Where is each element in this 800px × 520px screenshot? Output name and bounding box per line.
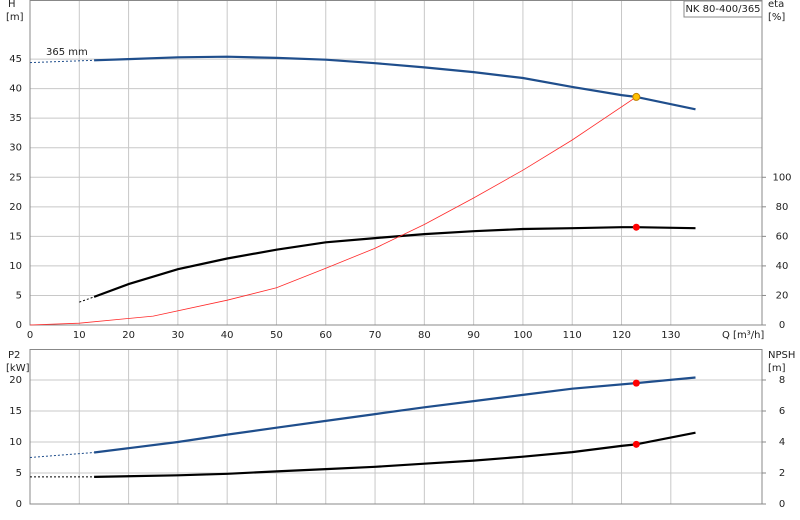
- plot-frame: [29, 0, 763, 326]
- curve: [93, 376, 696, 454]
- y-tick-label: 35: [9, 113, 22, 124]
- y2-tick-label: 60: [776, 231, 789, 242]
- curve: [29, 452, 95, 458]
- curve: [93, 226, 696, 298]
- x-tick-label: 130: [661, 330, 680, 341]
- y-tick-label: 25: [9, 172, 22, 183]
- x-tick-label: 70: [369, 330, 382, 341]
- y2-tick-label: 80: [776, 202, 789, 213]
- x-tick-label: 120: [612, 330, 631, 341]
- curve: [94, 55, 696, 111]
- x-tick-label: 40: [221, 330, 234, 341]
- y-axis-label: H: [8, 0, 16, 10]
- x-tick-label: 30: [172, 330, 185, 341]
- y-tick-label: 10: [9, 437, 22, 448]
- plot-frame: [29, 349, 763, 505]
- x-tick-label: 0: [27, 330, 33, 341]
- y2-axis-unit: [%]: [768, 12, 785, 23]
- y2-tick-label: 2: [779, 468, 785, 479]
- y-tick-label: 5: [16, 290, 22, 301]
- y-axis-label: P2: [8, 350, 20, 361]
- curve: [29, 96, 637, 326]
- y-tick-label: 20: [9, 202, 22, 213]
- y2-tick-label: 100: [772, 172, 791, 183]
- duty-point: [632, 440, 640, 448]
- x-tick-label: 10: [73, 330, 86, 341]
- y2-tick-label: 20: [776, 290, 789, 301]
- x-axis-label: Q [m³/h]: [722, 330, 764, 341]
- y-tick-label: 45: [9, 54, 22, 65]
- y2-axis-label: eta: [768, 0, 784, 10]
- y2-tick-label: 8: [779, 375, 785, 386]
- y2-tick-label: 4: [779, 437, 785, 448]
- y2-tick-label: 40: [776, 261, 789, 272]
- x-tick-label: 20: [122, 330, 135, 341]
- chart-title: NK 80-400/365: [685, 4, 760, 15]
- y-tick-label: 0: [16, 499, 22, 510]
- x-tick-label: 90: [467, 330, 480, 341]
- x-tick-label: 110: [563, 330, 582, 341]
- y-axis-unit: [kW]: [6, 363, 30, 374]
- curve: [29, 59, 95, 64]
- duty-point: [632, 379, 640, 387]
- y2-tick-label: 0: [779, 320, 785, 331]
- y2-tick-label: 6: [779, 406, 785, 417]
- y2-axis-unit: [m]: [768, 363, 786, 374]
- y-tick-label: 15: [9, 231, 22, 242]
- y-tick-label: 5: [16, 468, 22, 479]
- title-box: [683, 0, 763, 18]
- y-tick-label: 15: [9, 406, 22, 417]
- curve-annotation: 365 mm: [46, 47, 88, 58]
- y2-axis-label: NPSH: [768, 350, 795, 361]
- y-tick-label: 0: [16, 320, 22, 331]
- y-tick-label: 30: [9, 143, 22, 154]
- curve: [79, 296, 95, 303]
- y2-tick-label: 0: [779, 499, 785, 510]
- duty-point: [632, 92, 641, 101]
- y-tick-label: 40: [9, 84, 22, 95]
- duty-point: [632, 223, 640, 231]
- y-tick-label: 20: [9, 375, 22, 386]
- x-tick-label: 60: [319, 330, 332, 341]
- curve: [94, 431, 696, 478]
- x-tick-label: 100: [513, 330, 532, 341]
- y-axis-unit: [m]: [6, 12, 24, 23]
- x-tick-label: 80: [418, 330, 431, 341]
- x-tick-label: 50: [270, 330, 283, 341]
- y-tick-label: 10: [9, 261, 22, 272]
